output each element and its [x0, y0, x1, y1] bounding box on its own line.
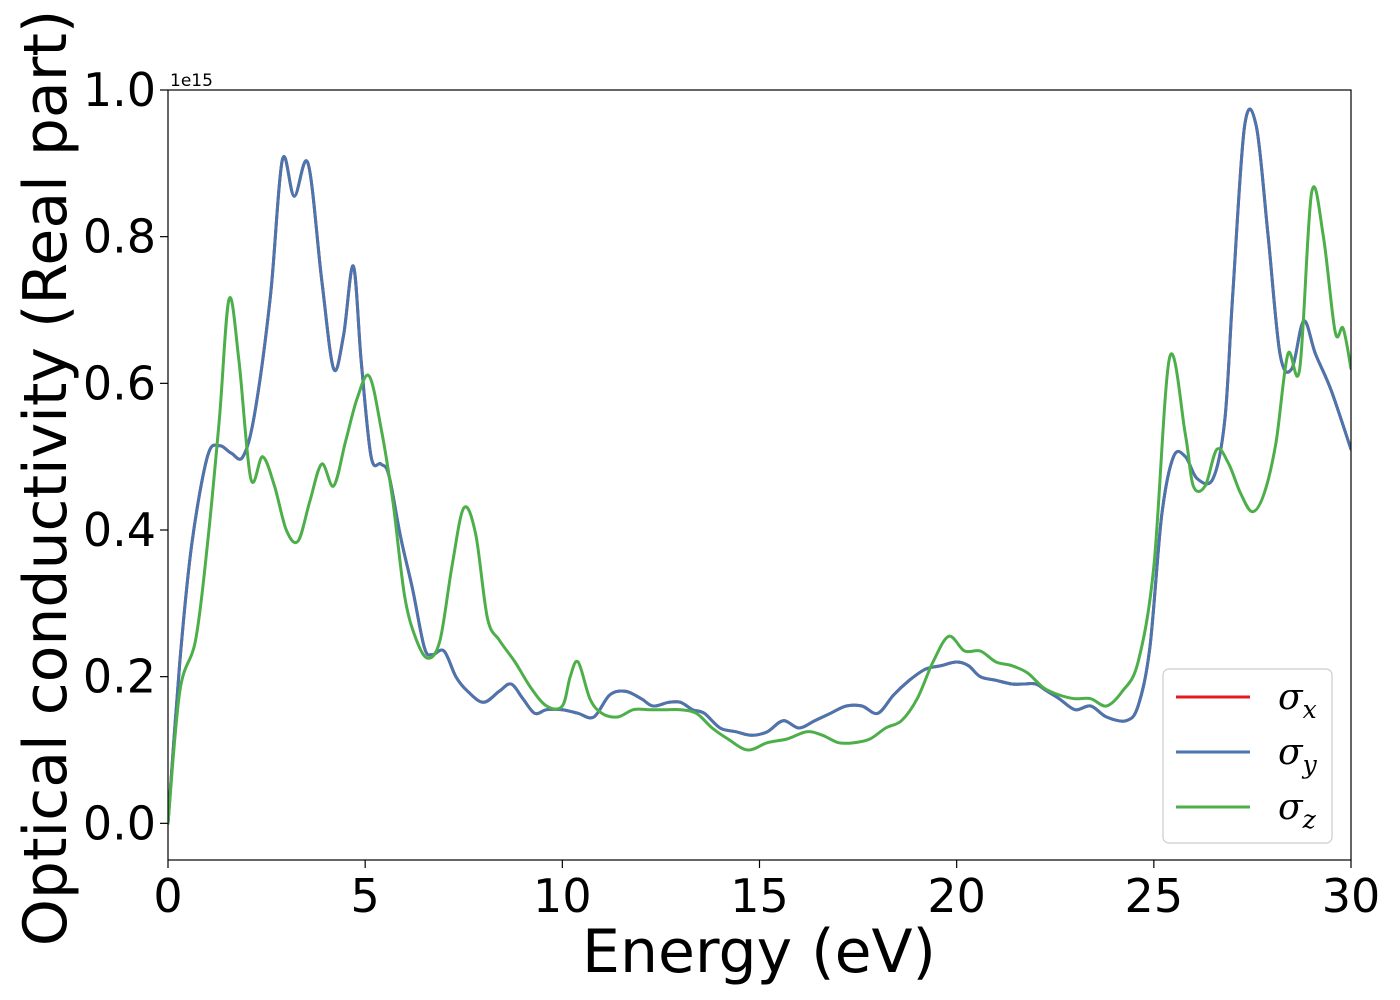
series-line-sigma-z: [168, 185, 1351, 825]
series-layer: [168, 107, 1351, 825]
x-tick-label: 10: [533, 869, 592, 923]
y-axis-title: Optical conductivity (Real part): [11, 10, 81, 947]
series-line-sigma-y: [168, 107, 1351, 825]
legend-label-sigma-z: σz: [1278, 787, 1317, 834]
x-tick-label: 0: [153, 869, 182, 923]
y-tick-label: 0.2: [83, 650, 156, 704]
x-tick-label: 20: [927, 869, 986, 923]
legend: σx σy σz: [1162, 668, 1333, 844]
y-tick-label: 1.0: [83, 63, 156, 117]
y-offset-label: 1e15: [170, 71, 213, 91]
legend-label-sigma-y: σy: [1278, 732, 1318, 779]
y-tick-label: 0.8: [83, 210, 156, 264]
x-axis-ticks: 0 5 10 15 20 25 30: [153, 860, 1380, 923]
legend-label-sigma-x: σx: [1278, 677, 1317, 724]
x-tick-label: 25: [1125, 869, 1184, 923]
x-tick-label: 5: [351, 869, 380, 923]
y-axis-ticks: 0.0 0.2 0.4 0.6 0.8 1.0: [83, 63, 168, 850]
y-tick-label: 0.0: [83, 796, 156, 850]
x-tick-label: 15: [730, 869, 789, 923]
y-tick-label: 0.6: [83, 356, 156, 410]
y-tick-label: 0.4: [83, 503, 156, 557]
x-axis-title: Energy (eV): [582, 917, 936, 987]
x-tick-label: 30: [1322, 869, 1381, 923]
legend-box: [1162, 668, 1333, 844]
